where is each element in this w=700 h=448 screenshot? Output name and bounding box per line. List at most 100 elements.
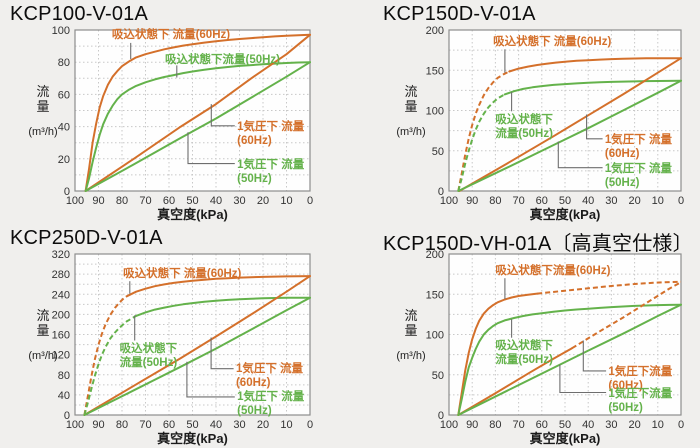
x-tick-label: 40 <box>582 195 594 207</box>
y-tick-label: 0 <box>64 186 70 198</box>
curve-atm-flow-50hz-solid <box>457 79 682 192</box>
y-tick-label: 0 <box>438 410 444 422</box>
y-tick-label: 120 <box>52 350 70 362</box>
curve-suction-flow-50hz-dashed <box>457 93 506 192</box>
y-tick-label: 240 <box>52 289 70 301</box>
y-tick-label: 320 <box>52 249 70 261</box>
x-tick-label: 80 <box>489 419 501 431</box>
y-axis-unit: (m³/h) <box>28 349 58 362</box>
x-tick-label: 80 <box>489 195 501 207</box>
x-tick-label: 30 <box>233 195 245 207</box>
x-tick-label: 50 <box>559 195 571 207</box>
chart-title: KCP100-V-01A <box>10 3 149 25</box>
annotation-label: 吸込状態下 流量(60Hz) <box>123 268 242 281</box>
y-tick-label: 20 <box>58 154 70 166</box>
annotation-label: 吸込状態下流量(60Hz) <box>495 264 611 277</box>
annotation-label: 吸込状態下 流量(50Hz) <box>495 113 553 140</box>
curve-atm-flow-60hz-dashed <box>571 281 682 350</box>
curve-suction-flow-60hz-dashed <box>457 70 510 192</box>
curve-suction-flow-60hz-solid <box>508 57 682 73</box>
x-tick-label: 10 <box>280 419 292 431</box>
y-tick-label: 100 <box>426 106 444 118</box>
x-tick-label: 100 <box>66 419 84 431</box>
curve-suction-flow-50hz-solid <box>84 61 311 192</box>
y-tick-label: 150 <box>426 289 444 301</box>
curve-atm-flow-50hz-solid <box>83 296 311 416</box>
x-tick-label: 0 <box>678 195 684 207</box>
y-tick-label: 200 <box>52 309 70 321</box>
y-tick-label: 40 <box>58 122 70 134</box>
curve-suction-flow-50hz-solid <box>503 79 682 96</box>
x-tick-label: 50 <box>186 195 198 207</box>
x-tick-label: 90 <box>92 195 104 207</box>
annotation-leader <box>186 361 235 398</box>
y-axis-label: 流 量 (m³/h) <box>10 84 76 138</box>
x-tick-label: 50 <box>559 419 571 431</box>
x-tick-label: 100 <box>440 419 458 431</box>
plot-border <box>74 253 311 416</box>
y-tick-label: 100 <box>52 25 70 37</box>
y-tick-label: 50 <box>432 146 444 158</box>
chart-kcp150d-v-01a: KCP150D-V-01A 100 90 80 70 60 50 40 30 20 10 0 0 50 1… <box>350 0 700 224</box>
x-tick-label: 40 <box>582 419 594 431</box>
annotation-label: 吸込状態下流量(50Hz) <box>165 53 281 66</box>
x-tick-label: 50 <box>186 419 198 431</box>
y-tick-label: 200 <box>426 249 444 261</box>
annotation-label: 1気圧下 流量 (60Hz) <box>235 362 304 389</box>
annotation-label: 吸込状態下 流量(60Hz) <box>111 29 231 42</box>
x-tick-label: 80 <box>116 195 128 207</box>
plot-border <box>74 29 311 192</box>
y-tick-label: 80 <box>58 370 70 382</box>
x-tick-label: 20 <box>628 195 640 207</box>
y-tick-label: 100 <box>426 330 444 342</box>
y-tick-label: 0 <box>64 410 70 422</box>
annotation-leader <box>559 364 607 394</box>
annotation-leader <box>210 104 235 127</box>
annotation-label: 1気圧下 流量 (50Hz) <box>604 162 672 189</box>
y-axis-unit: (m³/h) <box>396 125 426 138</box>
x-tick-label: 100 <box>440 195 458 207</box>
y-axis-label-text: 流 量 <box>404 84 418 115</box>
x-tick-label: 90 <box>466 195 478 207</box>
y-tick-label: 50 <box>432 370 444 382</box>
annotation-label: 1気圧下流量 (60Hz) <box>608 366 673 393</box>
chart-title: KCP250D-V-01A <box>10 227 163 249</box>
annotation-label: 1気圧下 流量 (50Hz) <box>237 390 305 417</box>
annotation-leader <box>210 337 234 370</box>
y-axis-label-text: 流 量 <box>36 308 50 339</box>
x-tick-label: 40 <box>210 419 222 431</box>
chart-title: KCP150D-VH-01A〔高真空仕様〕 <box>383 233 693 255</box>
y-axis-label: 流 量 (m³/h) <box>378 308 444 362</box>
y-tick-label: 200 <box>426 25 444 37</box>
x-tick-label: 20 <box>257 419 269 431</box>
chart-title: KCP150D-V-01A <box>383 3 536 25</box>
y-axis-label: 流 量 (m³/h) <box>10 308 76 362</box>
x-tick-label: 60 <box>536 195 548 207</box>
y-tick-label: 150 <box>426 65 444 77</box>
curve-atm-flow-50hz-solid <box>84 61 311 192</box>
x-tick-label: 20 <box>257 195 269 207</box>
x-tick-label: 90 <box>466 419 478 431</box>
x-tick-label: 0 <box>678 419 684 431</box>
x-tick-label: 0 <box>307 419 313 431</box>
y-tick-label: 0 <box>438 186 444 198</box>
chart-kcp150d-vh-01a: KCP150D-VH-01A〔高真空仕様〕 100 90 80 70 60 50 40 30 2… <box>350 224 700 448</box>
curve-suction-flow-60hz-solid <box>457 292 539 416</box>
curve-suction-flow-60hz-dashed <box>537 280 682 295</box>
x-axis-label: 真空度(kPa) <box>157 431 228 446</box>
curve-suction-flow-60hz-dashed <box>83 295 128 416</box>
x-axis-label: 真空度(kPa) <box>529 207 601 222</box>
y-tick-label: 60 <box>58 89 70 101</box>
y-axis-label-text: 流 量 <box>404 308 418 339</box>
x-axis-label: 真空度(kPa) <box>529 431 601 446</box>
x-axis-label: 真空度(kPa) <box>157 207 228 222</box>
y-axis-unit: (m³/h) <box>28 125 58 138</box>
y-tick-label: 80 <box>58 57 70 69</box>
plot-border <box>448 29 682 192</box>
x-tick-label: 10 <box>280 195 292 207</box>
x-tick-label: 70 <box>512 419 524 431</box>
chart-plot: 100 90 80 70 60 50 40 30 20 10 0040801201602002402… <box>52 249 313 431</box>
